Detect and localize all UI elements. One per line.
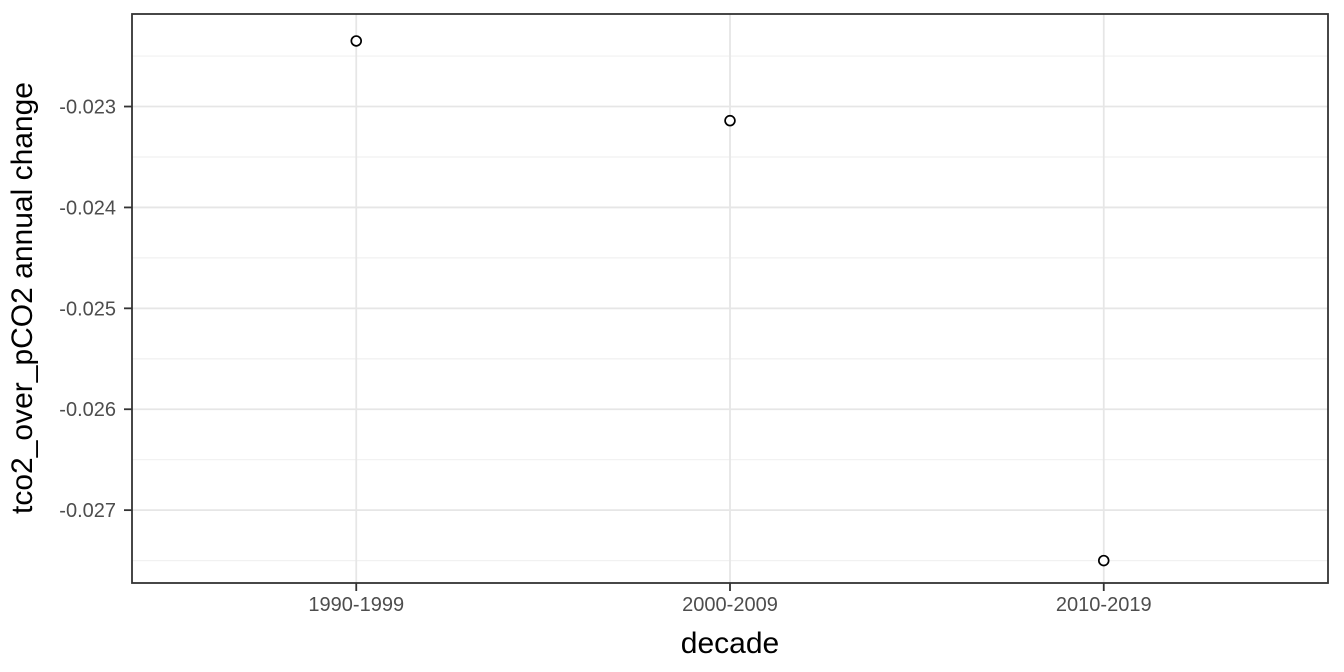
data-point: [724, 114, 736, 127]
y-tick-label: -0.024: [59, 197, 116, 219]
data-point: [350, 35, 363, 47]
y-tick-label: -0.026: [59, 399, 116, 421]
y-tick-label: -0.025: [59, 298, 116, 320]
x-tick-label: 2010-2019: [1056, 594, 1152, 616]
x-axis-title: decade: [680, 627, 780, 660]
x-tick-label: 2000-2009: [682, 594, 778, 616]
x-tick-label: 1990-1999: [308, 594, 404, 616]
y-tick-label: -0.023: [59, 97, 116, 119]
y-tick-label: -0.027: [59, 500, 116, 522]
y-axis-title: tco2_over_pCO2 annual change: [6, 82, 39, 514]
data-point: [1097, 554, 1110, 567]
